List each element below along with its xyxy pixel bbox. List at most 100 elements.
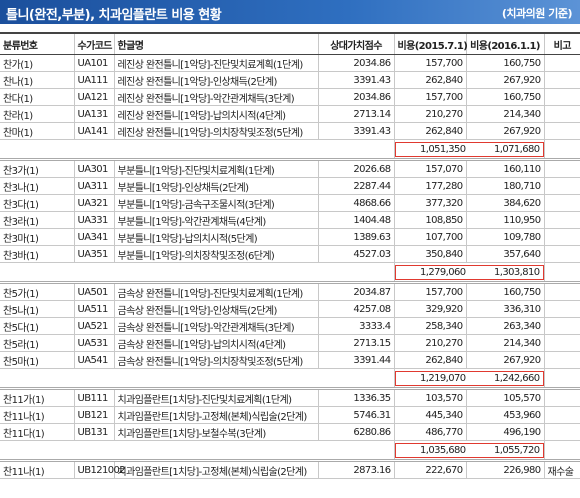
cell: 2034.86	[317, 88, 394, 106]
cell	[543, 368, 580, 389]
table-row: 찬마(1) UA141 레진상 완전틀니[1악당]-의치장착및조정(5단계) 3391…	[0, 122, 580, 140]
cell: 107,700	[393, 228, 466, 246]
cell: 210,270	[393, 105, 466, 123]
cell: 찬5가(1)	[0, 281, 74, 301]
column-header: 비용(2016.1.1)	[465, 32, 544, 55]
banner: 틀니(완전,부분), 치과임플란트 비용 현황 (치과의원 기준)	[0, 0, 580, 24]
table-row: 찬11나(1) UB121002 치과임플란트[1치당]-고정체(본체)식립술(2단…	[0, 459, 580, 479]
cell	[0, 139, 394, 160]
table-row: 찬5가(1) UA501 금속상 완전틀니[1악당]-진단및치료계획(1단계) 203…	[0, 281, 580, 301]
column-header: 상대가치점수	[317, 32, 394, 55]
cell: 110,950	[465, 211, 544, 229]
cell	[543, 211, 580, 229]
cell: 3391.44	[317, 351, 394, 369]
cell	[0, 262, 394, 283]
cell: 금속상 완전틀니[1악당]-악간관계채득(3단계)	[113, 317, 318, 335]
cell: 157,070	[393, 158, 466, 178]
cell	[543, 281, 580, 301]
cell	[0, 368, 394, 389]
cell: 부분틀니[1악당]-인상채득(2단계)	[113, 177, 318, 195]
cell: UA541	[73, 351, 114, 369]
cell: 찬11나(1)	[0, 459, 74, 479]
cell: 6280.86	[317, 423, 394, 441]
cell: 레진상 완전틀니[1악당]-악간관계채득(3단계)	[113, 88, 318, 106]
cell: 262,840	[393, 351, 466, 369]
cell: UA331	[73, 211, 114, 229]
cell: 267,920	[465, 351, 544, 369]
cell: 찬3마(1)	[0, 228, 74, 246]
cell	[543, 54, 580, 72]
cell: 445,340	[393, 406, 466, 424]
cell: 부분틀니[1악당]-진단및치료계획(1단계)	[113, 158, 318, 178]
cell: 4257.08	[317, 300, 394, 318]
cell: 3333.4	[317, 317, 394, 335]
cell: 336,310	[465, 300, 544, 318]
table-row: 찬3가(1) UA301 부분틀니[1악당]-진단및치료계획(1단계) 2026.68…	[0, 158, 580, 178]
subtotal-value: 1,035,680	[420, 444, 466, 456]
subtotal-cells: 1,219,070 1,242,660	[393, 368, 544, 389]
cell	[543, 177, 580, 195]
cell: 226,980	[465, 459, 544, 479]
cell	[543, 317, 580, 335]
column-header: 비용(2015.7.1)	[393, 32, 468, 55]
cell: 377,320	[393, 194, 466, 212]
table-row: 찬5마(1) UA541 금속상 완전틀니[1악당]-의치장착및조정(5단계) 339…	[0, 351, 580, 369]
cell: UA311	[73, 177, 114, 195]
cell: 치과임플란트[1치당]-진단및치료계획(1단계)	[113, 387, 318, 407]
column-header: 수가코드	[73, 32, 114, 55]
cell: UA101	[73, 54, 114, 72]
cell: 치과임플란트[1치당]-고정체(본체)식립술(2단계)	[113, 406, 318, 424]
subtotal-value: 1,303,810	[494, 266, 540, 278]
cell: 찬가(1)	[0, 54, 74, 72]
cell: 486,770	[393, 423, 466, 441]
cell: UA341	[73, 228, 114, 246]
cell: 금속상 완전틀니[1악당]-의치장착및조정(5단계)	[113, 351, 318, 369]
cell: UB121	[73, 406, 114, 424]
subtotal-box: 1,279,060 1,303,810	[394, 264, 544, 280]
cell: 350,840	[393, 245, 466, 263]
subtotal-cells: 1,279,060 1,303,810	[393, 262, 544, 283]
cell: 재수술	[543, 459, 580, 479]
cell: 105,570	[465, 387, 544, 407]
cell	[543, 334, 580, 352]
cell: 찬3나(1)	[0, 177, 74, 195]
cell: UA301	[73, 158, 114, 178]
cell	[543, 440, 580, 461]
subtotal-box: 1,051,350 1,071,680	[394, 141, 544, 157]
cell: 109,780	[465, 228, 544, 246]
cell: UA141	[73, 122, 114, 140]
cell	[543, 228, 580, 246]
cost-table: 분류번호 수가코드 한글명 상대가치점수 비용(2015.7.1) 비용(2016.1.1…	[0, 32, 580, 479]
cell: 부분틀니[1악당]-의치장착및조정(6단계)	[113, 245, 318, 263]
cell: 찬5라(1)	[0, 334, 74, 352]
cell	[0, 440, 394, 461]
table-row: 찬다(1) UA121 레진상 완전틀니[1악당]-악간관계채득(3단계) 2034.…	[0, 88, 580, 106]
subtotal-value: 1,071,680	[494, 143, 540, 155]
cell: 찬11다(1)	[0, 423, 74, 441]
cell: 찬5다(1)	[0, 317, 74, 335]
cell	[543, 158, 580, 178]
cell: 357,640	[465, 245, 544, 263]
cell: 3391.43	[317, 71, 394, 89]
cell: 레진상 완전틀니[1악당]-진단및치료계획(1단계)	[113, 54, 318, 72]
cell: UA131	[73, 105, 114, 123]
cell: 2713.15	[317, 334, 394, 352]
cell: 1404.48	[317, 211, 394, 229]
cell	[543, 88, 580, 106]
cell: 103,570	[393, 387, 466, 407]
cell: 찬5나(1)	[0, 300, 74, 318]
cell: 찬나(1)	[0, 71, 74, 89]
cell: 치과임플란트[1치당]-고정체(본체)식립술(2단계)	[113, 459, 318, 479]
table-row: 찬11가(1) UB111 치과임플란트[1치당]-진단및치료계획(1단계) 1336…	[0, 387, 580, 407]
cell: 찬3다(1)	[0, 194, 74, 212]
cell	[543, 406, 580, 424]
cell	[543, 245, 580, 263]
subtotal-cells: 1,051,350 1,071,680	[393, 139, 544, 160]
table-row: 찬11다(1) UB131 치과임플란트[1치당]-보철수복(3단계) 6280.86…	[0, 423, 580, 441]
subtotal-value: 1,051,350	[420, 143, 466, 155]
cell	[543, 122, 580, 140]
subtotal-cells: 1,035,680 1,055,720	[393, 440, 544, 461]
header-row: 분류번호 수가코드 한글명 상대가치점수 비용(2015.7.1) 비용(2016.1.1…	[0, 32, 580, 55]
table-row: 찬라(1) UA131 레진상 완전틀니[1악당]-납의치시적(4단계) 2713.1…	[0, 105, 580, 123]
